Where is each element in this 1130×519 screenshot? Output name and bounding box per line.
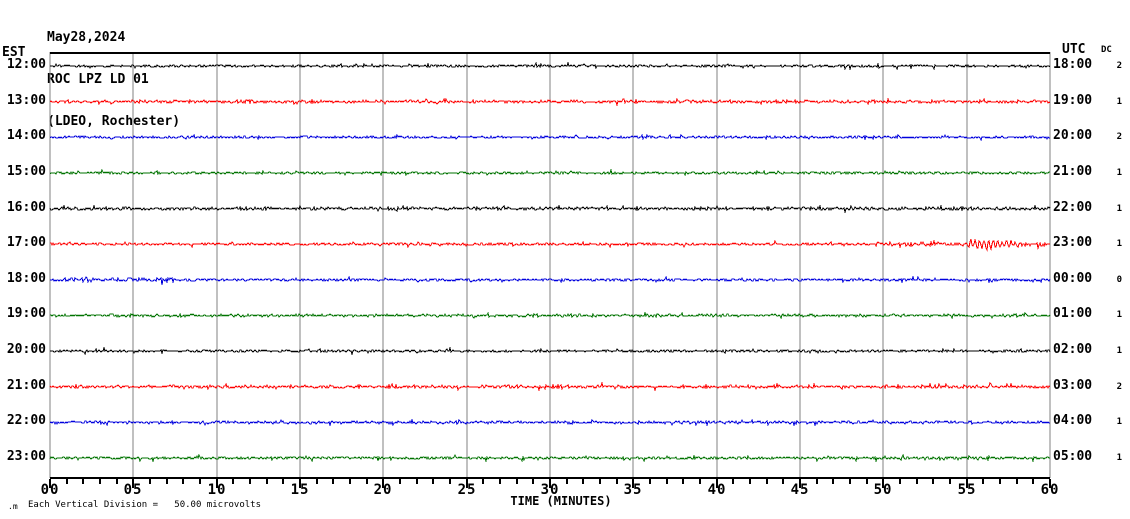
dc-offset-value: 1 (1116, 346, 1122, 356)
seismic-traces (49, 61, 1051, 463)
utc-axis-label: UTC (1062, 42, 1086, 57)
x-tick-label-45: 45 (790, 482, 810, 498)
utc-time-label: 20:00 (1053, 128, 1093, 143)
grid-lines (49, 52, 1051, 478)
est-time-label: 16:00 (6, 200, 46, 215)
dc-column-label: DC (1101, 45, 1112, 55)
est-axis-label: EST (2, 45, 26, 60)
est-time-label: 21:00 (6, 378, 46, 393)
seismogram-trace-1400 (49, 133, 1050, 142)
dc-offset-value: 1 (1116, 417, 1122, 427)
dc-offset-value: 1 (1116, 204, 1122, 214)
est-time-label: 18:00 (6, 271, 46, 286)
seismogram-trace-2300 (49, 453, 1050, 463)
x-axis-title: TIME (MINUTES) (510, 494, 612, 508)
x-tick-label-00: 00 (40, 482, 60, 498)
dc-offset-value: 1 (1116, 239, 1122, 249)
x-tick-label-40: 40 (707, 482, 727, 498)
axis-frame-and-ticks (49, 52, 1051, 488)
x-tick-label-25: 25 (457, 482, 477, 498)
utc-time-label: 19:00 (1053, 93, 1093, 108)
est-time-label: 23:00 (6, 449, 46, 464)
x-tick-label-15: 15 (290, 482, 310, 498)
dc-offset-value: 2 (1116, 382, 1122, 392)
est-time-label: 12:00 (6, 57, 46, 72)
seismogram-trace-2000 (50, 346, 1051, 356)
utc-time-label: 03:00 (1053, 378, 1093, 393)
x-tick-label-30: 30 (540, 482, 560, 498)
seismogram-trace-2200 (49, 418, 1050, 427)
dc-offset-value: 1 (1116, 310, 1122, 320)
x-tick-label-50: 50 (873, 482, 893, 498)
est-time-label: 17:00 (6, 235, 46, 250)
x-tick-label-60: 60 (1040, 482, 1060, 498)
x-tick-label-20: 20 (373, 482, 393, 498)
dc-offset-value: 2 (1116, 132, 1122, 142)
seismogram-trace-1500 (49, 168, 1050, 177)
x-tick-label-10: 10 (207, 482, 227, 498)
est-time-label: 22:00 (6, 413, 46, 428)
x-tick-label-55: 55 (957, 482, 977, 498)
plot-header: May28,2024 ROC LPZ LD 01 (LDEO, Rocheste… (47, 3, 180, 157)
dc-offset-value: 1 (1116, 453, 1122, 463)
est-time-label: 19:00 (6, 306, 46, 321)
header-location: (LDEO, Rochester) (47, 114, 181, 129)
utc-time-label: 23:00 (1053, 235, 1093, 250)
seismogram-trace-1700 (50, 238, 1050, 252)
header-station: ROC LPZ LD 01 (47, 72, 149, 87)
dc-offset-value: 2 (1116, 61, 1122, 71)
watermark-mark: .m (8, 502, 18, 511)
utc-time-label: 05:00 (1053, 449, 1093, 464)
seismogram-trace-1900 (50, 311, 1051, 320)
x-tick-label-35: 35 (623, 482, 643, 498)
est-time-label: 15:00 (6, 164, 46, 179)
vertical-scale-note: Each Vertical Division = 50.00 microvolt… (28, 500, 261, 510)
header-date: May28,2024 (47, 30, 126, 45)
utc-time-label: 04:00 (1053, 413, 1093, 428)
utc-time-label: 21:00 (1053, 164, 1093, 179)
dc-offset-value: 1 (1116, 97, 1122, 107)
seismogram-trace-2100 (49, 381, 1051, 392)
x-tick-label-05: 05 (123, 482, 143, 498)
utc-time-label: 18:00 (1053, 57, 1093, 72)
seismogram-trace-1200 (50, 61, 1051, 71)
est-time-label: 13:00 (6, 93, 46, 108)
dc-offset-value: 0 (1116, 275, 1122, 285)
utc-time-label: 01:00 (1053, 306, 1093, 321)
seismogram-trace-1600 (49, 204, 1051, 214)
est-time-label: 20:00 (6, 342, 46, 357)
est-time-label: 14:00 (6, 128, 46, 143)
utc-time-label: 22:00 (1053, 200, 1093, 215)
seismogram-trace-1800 (50, 275, 1051, 286)
dc-offset-value: 1 (1116, 168, 1122, 178)
seismogram-trace-1300 (49, 97, 1051, 107)
utc-time-label: 00:00 (1053, 271, 1093, 286)
utc-time-label: 02:00 (1053, 342, 1093, 357)
